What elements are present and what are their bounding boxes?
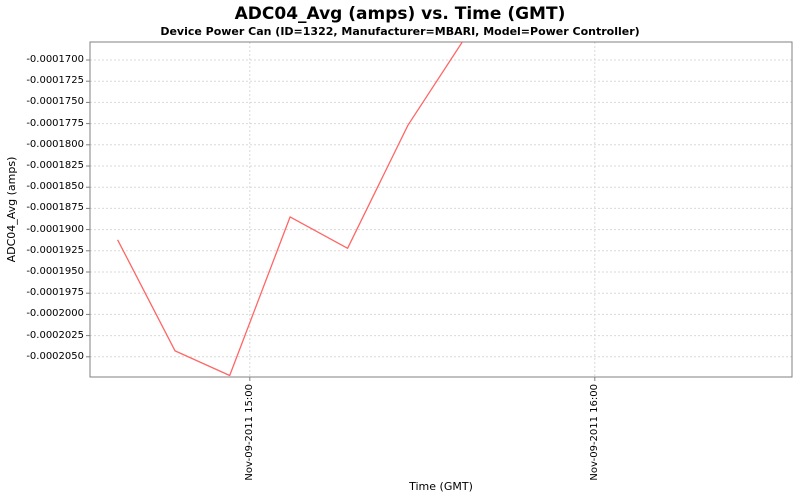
y-tick-label: -0.0002000 xyxy=(26,308,84,320)
y-tick-label: -0.0001975 xyxy=(26,287,84,299)
y-tick-label: -0.0001825 xyxy=(26,160,84,171)
x-tick-label: Nov-09-2011 16:00 xyxy=(588,384,600,481)
y-tick-label: -0.0002050 xyxy=(26,350,84,362)
plot-border xyxy=(89,41,793,378)
y-tick-label: -0.0001850 xyxy=(26,181,84,193)
y-tick-label: -0.0001700 xyxy=(26,54,84,65)
x-tick-label: Nov-09-2011 15:00 xyxy=(243,384,255,481)
y-tick-label: -0.0002025 xyxy=(26,329,84,341)
y-tick-label: -0.0001750 xyxy=(26,96,84,108)
y-tick-label: -0.0001875 xyxy=(26,202,84,214)
y-tick-label: -0.0001800 xyxy=(26,138,84,150)
y-tick-label: -0.0001950 xyxy=(26,266,84,277)
x-axis-title: Time (GMT) xyxy=(409,480,473,493)
plot-background xyxy=(90,42,792,377)
y-tick-label: -0.0001925 xyxy=(26,244,84,256)
chart-title: ADC04_Avg (amps) vs. Time (GMT) xyxy=(234,4,566,24)
chart-subtitle: Device Power Can (ID=1322, Manufacturer=… xyxy=(160,25,640,38)
data-line xyxy=(117,42,464,377)
y-tick-label: -0.0001775 xyxy=(26,117,84,129)
y-tick-label: -0.0001725 xyxy=(26,75,84,87)
y-tick-label: -0.0001900 xyxy=(26,223,84,235)
